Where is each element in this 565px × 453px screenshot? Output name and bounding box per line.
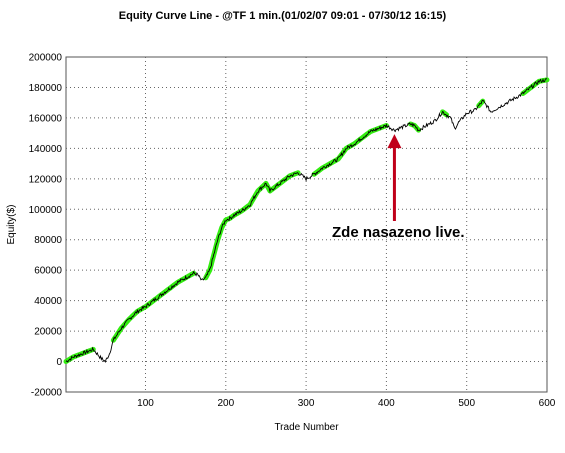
y-tick-label: 0 <box>56 357 62 368</box>
y-tick-label: 60000 <box>34 266 62 277</box>
chart-title: Equity Curve Line - @TF 1 min.(01/02/07 … <box>118 10 447 22</box>
x-tick-labels: 100 200 300 400 500 600 <box>137 398 556 409</box>
y-tick-label: 80000 <box>34 235 62 246</box>
x-tick-label: 400 <box>378 398 395 409</box>
y-tick-label: 180000 <box>29 83 63 94</box>
x-axis-label: Trade Number <box>274 422 339 433</box>
annotation-arrow-head <box>387 134 402 149</box>
y-axis-label: Equity($) <box>6 204 17 244</box>
x-tick-label: 600 <box>539 398 556 409</box>
y-tick-labels: -20000 0 20000 40000 60000 80000 100000 120000 1… <box>29 53 63 399</box>
y-tick-label: 140000 <box>29 144 63 155</box>
plot-area <box>65 56 548 393</box>
y-tick-label: 20000 <box>34 327 62 338</box>
series-group <box>63 77 550 365</box>
x-tick-label: 200 <box>217 398 234 409</box>
annotation-text: Zde nasazeno live. <box>332 224 465 241</box>
y-tick-label: 200000 <box>29 53 63 64</box>
series-line <box>65 78 548 364</box>
annotations: Zde nasazeno live. <box>332 134 465 241</box>
y-tick-label: 100000 <box>29 205 63 216</box>
x-tick-label: 100 <box>137 398 154 409</box>
y-tick-label: 40000 <box>34 296 62 307</box>
y-tick-label: 160000 <box>29 113 63 124</box>
y-tick-label: 120000 <box>29 174 63 185</box>
y-tick-label: -20000 <box>31 388 63 399</box>
x-tick-label: 500 <box>458 398 475 409</box>
x-tick-label: 300 <box>298 398 315 409</box>
